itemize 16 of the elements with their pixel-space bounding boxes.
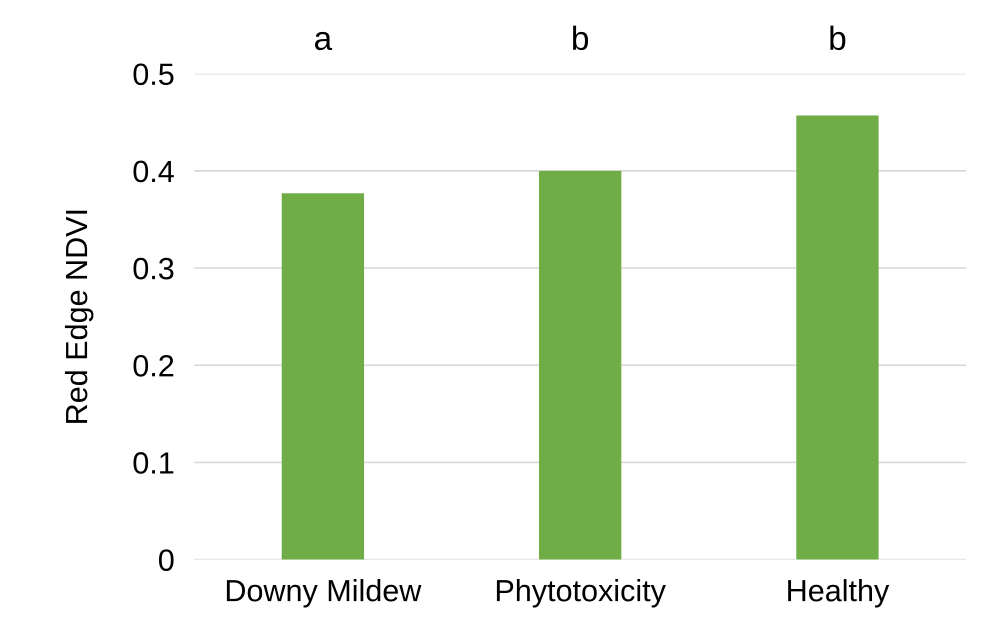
bar (282, 193, 364, 560)
text: b (573, 26, 588, 50)
y-tick-label: 0.2 (133, 354, 174, 377)
text: b (830, 26, 846, 50)
y-tick-label: 0.1 (133, 452, 174, 474)
y-tick-label: 0.4 (133, 160, 174, 182)
y-tick-label: 0 (158, 549, 174, 571)
y-tick-label: 0.3 (133, 258, 174, 280)
y-axis-title: Red Edge NDVI (64, 210, 94, 423)
x-tick-label: Healthy (788, 579, 890, 608)
x-tick-label: Downy Mildew (226, 579, 422, 608)
text: a (315, 32, 332, 50)
bar (796, 116, 879, 560)
y-tick-label: 0.5 (133, 63, 174, 86)
x-tick-label: Phytotoxicity (496, 579, 666, 608)
bar (539, 170, 622, 560)
